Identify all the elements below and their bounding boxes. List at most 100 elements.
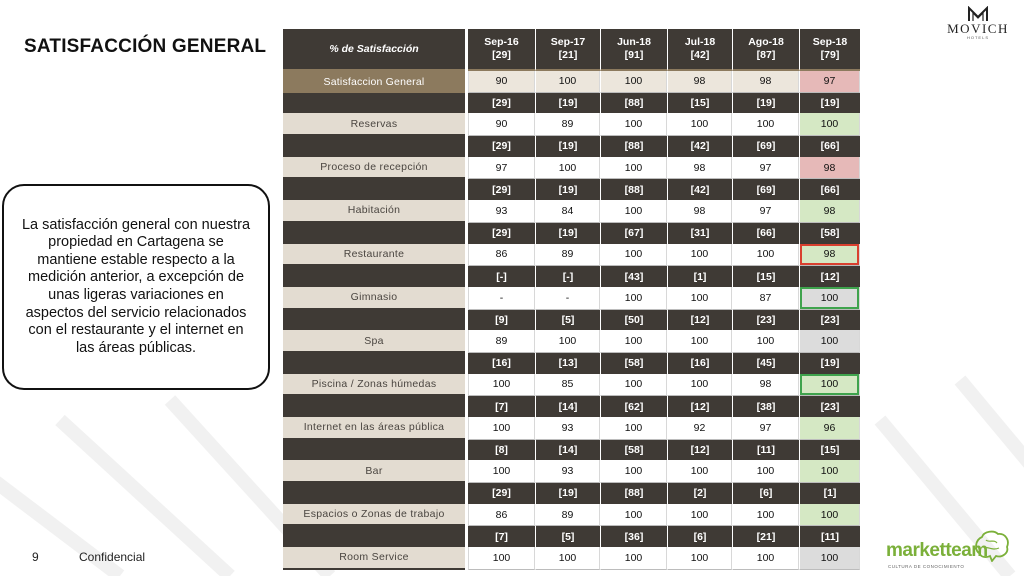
value-cell: 100 [667, 547, 732, 570]
column-period: Jun-18 [617, 36, 651, 48]
row-label-spacer [283, 396, 465, 417]
value-cell: 100 [799, 460, 860, 484]
value-cell: 100 [600, 547, 667, 570]
value-cell: 100 [667, 113, 732, 137]
row-label: Reservas [283, 113, 465, 137]
sample-size-cell: [7] [468, 396, 535, 417]
value-cell: 89 [535, 243, 600, 267]
sample-size-cell: [6] [732, 483, 799, 504]
value-cell: 100 [600, 503, 667, 527]
table-row: Bar 100 93 100 100 100 100 [283, 460, 860, 484]
value-cell: 93 [535, 460, 600, 484]
sample-size-cell: [50] [600, 309, 667, 331]
brain-icon [975, 530, 1009, 562]
table-row: Restaurante 86 89 100 100 100 98 [283, 243, 860, 267]
column-gap [465, 439, 468, 461]
value-cell: 100 [535, 71, 600, 93]
value-cell: 97 [732, 200, 799, 223]
row-label-spacer [283, 92, 465, 114]
value-cell: 98 [799, 156, 860, 180]
sample-size-cell: [38] [732, 396, 799, 417]
value-cell: 97 [732, 156, 799, 180]
table-row-counts: [9] [5] [50] [12] [23] [23] [283, 309, 860, 331]
value-cell: 89 [535, 503, 600, 527]
row-label: Gimnasio [283, 286, 465, 310]
value-cell: 97 [732, 417, 799, 440]
row-label-spacer [283, 136, 465, 157]
row-label-spacer [283, 439, 465, 461]
sample-size-cell: [42] [667, 136, 732, 157]
value-cell: 100 [799, 113, 860, 137]
column-sample-size: [79] [820, 49, 840, 61]
sample-size-cell: [2] [667, 483, 732, 504]
value-cell: 100 [732, 547, 799, 570]
sample-size-cell: [19] [799, 92, 860, 114]
table-row: Gimnasio - -100 100 87 100 [283, 286, 860, 310]
table-row-counts: [7] [5] [36] [6] [21] [11] [283, 526, 860, 548]
value-cell: 100 [667, 330, 732, 353]
sample-size-cell: [29] [468, 483, 535, 504]
sample-size-cell: [19] [535, 483, 600, 504]
sample-size-cell: [88] [600, 483, 667, 504]
table-header-row: % de Satisfacción Sep-16 [29] Sep-17 [21] Jun… [283, 29, 860, 71]
row-label: Spa [283, 330, 465, 353]
row-label-spacer [283, 483, 465, 504]
row-label: Habitación [283, 200, 465, 223]
column-gap [465, 286, 468, 310]
summary-text: La satisfacción general con nuestra prop… [21, 216, 251, 356]
value-cell: 85 [535, 373, 600, 397]
value-cell: 100 [799, 373, 860, 397]
column-gap [465, 396, 468, 417]
value-cell: 97 [468, 156, 535, 180]
table-row-counts: [29] [19] [88] [42] [69] [66] [283, 136, 860, 157]
value-cell: 100 [799, 286, 860, 310]
sample-size-cell: [58] [799, 222, 860, 244]
value-cell: 89 [468, 330, 535, 353]
logo-subtitle: HOTELS [966, 35, 989, 40]
value-cell: 100 [732, 503, 799, 527]
table-row: Spa 89 100 100 100 100 100 [283, 330, 860, 353]
value-cell: 100 [600, 286, 667, 310]
column-sample-size: [42] [690, 49, 710, 61]
value-cell: 100 [600, 243, 667, 267]
sample-size-cell: [15] [799, 439, 860, 461]
table-row-counts: [8] [14] [58] [12] [11] [15] [283, 439, 860, 461]
table-row: Espacios o Zonas de trabajo 86 89 100 100 100… [283, 503, 860, 527]
value-cell: 93 [468, 200, 535, 223]
value-cell: 100 [667, 286, 732, 310]
row-label-spacer [283, 526, 465, 548]
sample-size-cell: [13] [535, 352, 600, 374]
sample-size-cell: [66] [799, 136, 860, 157]
value-cell: 98 [799, 200, 860, 223]
value-cell: 93 [535, 417, 600, 440]
column-period: Jul-18 [684, 36, 716, 48]
sample-size-cell: [1] [667, 266, 732, 287]
value-cell: 100 [600, 460, 667, 484]
value-cell: 87 [732, 286, 799, 310]
column-gap [465, 309, 468, 331]
value-cell: 100 [535, 156, 600, 180]
marketteam-tagline: CULTURA DE CONOCIMIENTO [888, 564, 965, 569]
sample-size-cell: [67] [600, 222, 667, 244]
sample-size-cell: [29] [468, 222, 535, 244]
sample-size-cell: [19] [535, 92, 600, 114]
sample-size-cell: [36] [600, 526, 667, 548]
table-row: Internet en las áreas pública 100 93 100 92 9… [283, 417, 860, 440]
column-period: Sep-16 [484, 36, 519, 48]
value-cell: 90 [468, 113, 535, 137]
value-cell: 100 [535, 547, 600, 570]
value-cell: 98 [667, 71, 732, 93]
table-row-counts: [-] [-] [43] [1] [15] [12] [283, 266, 860, 287]
value-cell: 100 [799, 330, 860, 353]
sample-size-cell: [29] [468, 179, 535, 201]
slide-title: SATISFACCIÓN GENERAL [24, 36, 267, 57]
value-cell: - [535, 286, 600, 310]
table-row-counts: [16] [13] [58] [16] [45] [19] [283, 352, 860, 374]
column-gap [465, 460, 468, 484]
value-cell: 100 [732, 330, 799, 353]
column-period: Ago-18 [748, 36, 784, 48]
sample-size-cell: [16] [667, 352, 732, 374]
sample-size-cell: [11] [799, 526, 860, 548]
column-gap [465, 71, 468, 93]
sample-size-cell: [5] [535, 526, 600, 548]
